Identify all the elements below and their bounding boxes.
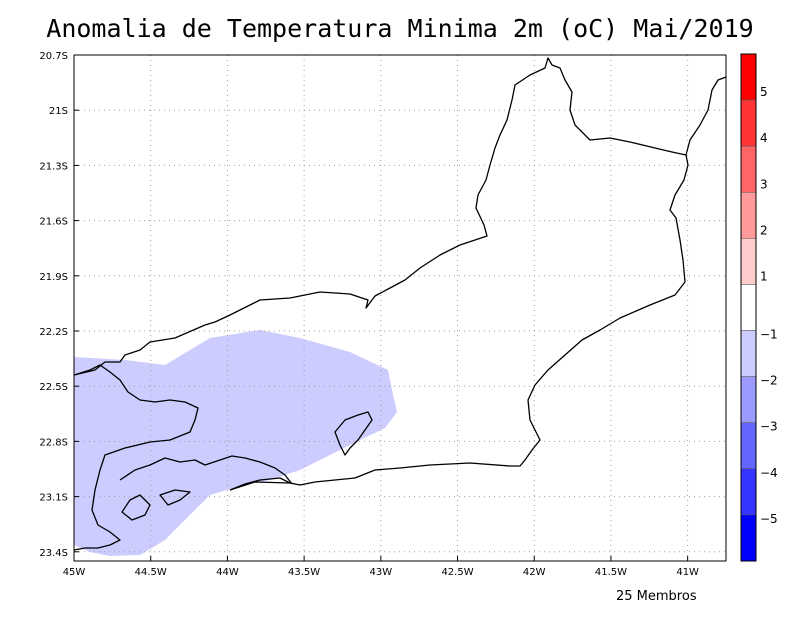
- colorbar-swatch: [740, 192, 757, 239]
- colorbar-label: −2: [760, 374, 778, 388]
- lon-tick-label: 43W: [370, 567, 393, 578]
- coast-bays: [121, 489, 191, 521]
- lat-tick-label: 21.3S: [39, 161, 68, 172]
- colorbar-label: −1: [760, 328, 778, 342]
- lat-tick-label: 20.7S: [39, 51, 68, 62]
- colorbar-swatch: [740, 422, 757, 470]
- lat-tick-label: 23.4S: [39, 548, 68, 559]
- lon-tick-label: 44.5W: [135, 567, 167, 578]
- colorbar-swatch: [740, 99, 757, 147]
- bay-shore: [334, 411, 373, 456]
- colorbar-swatch: [740, 468, 757, 516]
- colorbar-label: 4: [760, 131, 768, 145]
- lon-tick-label: 42.5W: [441, 567, 473, 578]
- members-label: 25 Membros: [616, 589, 697, 604]
- north-border: [685, 76, 726, 156]
- colorbar-label: 2: [760, 223, 768, 237]
- anomaly-shading: [74, 330, 397, 556]
- colorbar-frame: [740, 53, 757, 562]
- longitude-ticks: 45W 44.5W 44W 43.5W 43W 42.5W 42W 41.5W 41W: [63, 556, 699, 578]
- lat-tick-label: 22.2S: [39, 327, 68, 338]
- colorbar-swatch: [740, 284, 757, 331]
- chart-title: Anomalia de Temperatura Minima 2m (oC) M…: [46, 14, 754, 43]
- lon-tick-label: 45W: [63, 567, 86, 578]
- colorbar-label: −3: [760, 420, 778, 434]
- colorbar: 5 4 3 2 1 −1 −2 −3 −4 −5: [740, 53, 778, 562]
- colorbar-label: 3: [760, 177, 768, 191]
- lon-tick-label: 41W: [676, 567, 699, 578]
- state-border: [74, 57, 689, 491]
- colorbar-swatch: [740, 514, 757, 562]
- coast-islands: [119, 455, 293, 485]
- colorbar-swatch: [740, 53, 757, 101]
- lat-tick-label: 22.5S: [39, 382, 68, 393]
- lat-tick-label: 21.6S: [39, 217, 68, 228]
- colorbar-label: 1: [760, 269, 768, 283]
- colorbar-swatch: [740, 238, 757, 285]
- colorbar-swatch: [740, 376, 757, 423]
- lon-tick-label: 44W: [216, 567, 239, 578]
- colorbar-swatch: [740, 330, 757, 377]
- lon-tick-label: 42W: [523, 567, 546, 578]
- colorbar-label: −5: [760, 512, 778, 526]
- lon-tick-label: 43.5W: [288, 567, 320, 578]
- lat-tick-label: 23.1S: [39, 493, 68, 504]
- grid-lines: [74, 55, 726, 561]
- sand-spit: [229, 481, 291, 491]
- colorbar-swatch: [740, 145, 757, 193]
- west-border: [74, 364, 199, 551]
- lat-tick-label: 21S: [49, 106, 68, 117]
- lat-tick-label: 22.8S: [39, 437, 68, 448]
- colorbar-label: 5: [760, 85, 768, 99]
- map-frame: [73, 54, 727, 562]
- lat-tick-label: 21.9S: [39, 272, 68, 283]
- latitude-ticks: 20.7S 21S 21.3S 21.6S 21.9S 22.2S 22.5S 22.8S 23…: [39, 51, 79, 559]
- colorbar-label: −4: [760, 466, 778, 480]
- lon-tick-label: 41.5W: [595, 567, 627, 578]
